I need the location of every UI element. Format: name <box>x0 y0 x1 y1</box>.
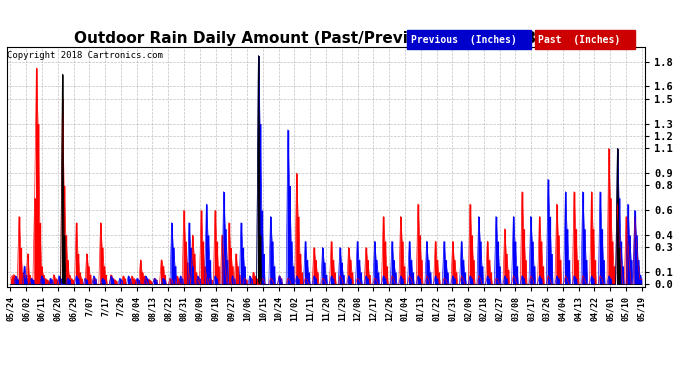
Text: Copyright 2018 Cartronics.com: Copyright 2018 Cartronics.com <box>7 51 163 60</box>
Text: Past  (Inches): Past (Inches) <box>538 35 620 45</box>
Title: Outdoor Rain Daily Amount (Past/Previous Year) 20180524: Outdoor Rain Daily Amount (Past/Previous… <box>74 31 578 46</box>
Text: Previous  (Inches): Previous (Inches) <box>411 35 516 45</box>
